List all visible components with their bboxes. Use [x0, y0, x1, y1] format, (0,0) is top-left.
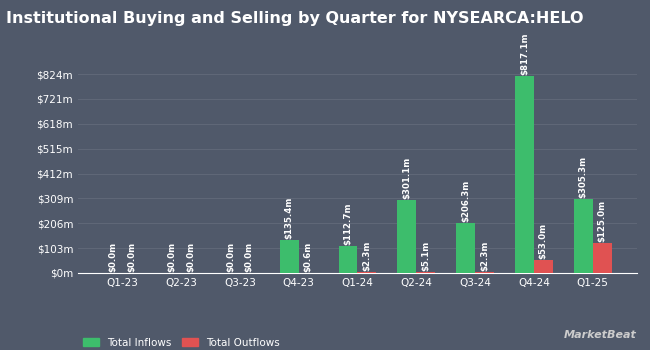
- Text: Institutional Buying and Selling by Quarter for NYSEARCA:HELO: Institutional Buying and Selling by Quar…: [6, 10, 584, 26]
- Bar: [593, 243, 612, 273]
- Text: $0.0m: $0.0m: [186, 242, 195, 272]
- Text: $817.1m: $817.1m: [520, 32, 529, 75]
- Text: $0.0m: $0.0m: [167, 242, 176, 272]
- Text: $112.7m: $112.7m: [344, 202, 352, 245]
- Text: $206.3m: $206.3m: [462, 180, 470, 222]
- Text: $0.0m: $0.0m: [127, 242, 136, 272]
- Text: $301.1m: $301.1m: [402, 157, 411, 200]
- Bar: [574, 199, 593, 273]
- Bar: [416, 272, 435, 273]
- Text: $0.0m: $0.0m: [109, 242, 117, 272]
- Text: $2.3m: $2.3m: [363, 241, 371, 272]
- Text: $305.3m: $305.3m: [579, 156, 588, 198]
- Bar: [339, 246, 358, 273]
- Text: $135.4m: $135.4m: [285, 197, 294, 239]
- Bar: [358, 272, 376, 273]
- Text: MarketBeat: MarketBeat: [564, 329, 637, 340]
- Text: $5.1m: $5.1m: [421, 240, 430, 271]
- Text: $53.0m: $53.0m: [539, 223, 548, 259]
- Legend: Total Inflows, Total Outflows: Total Inflows, Total Outflows: [83, 338, 280, 348]
- Text: $0.0m: $0.0m: [245, 242, 254, 272]
- Bar: [398, 200, 416, 273]
- Bar: [280, 240, 299, 273]
- Bar: [475, 272, 494, 273]
- Bar: [515, 76, 534, 273]
- Bar: [534, 260, 552, 273]
- Bar: [456, 223, 475, 273]
- Text: $0.6m: $0.6m: [304, 241, 313, 272]
- Text: $125.0m: $125.0m: [598, 200, 606, 242]
- Text: $0.0m: $0.0m: [226, 242, 235, 272]
- Text: $2.3m: $2.3m: [480, 241, 489, 272]
